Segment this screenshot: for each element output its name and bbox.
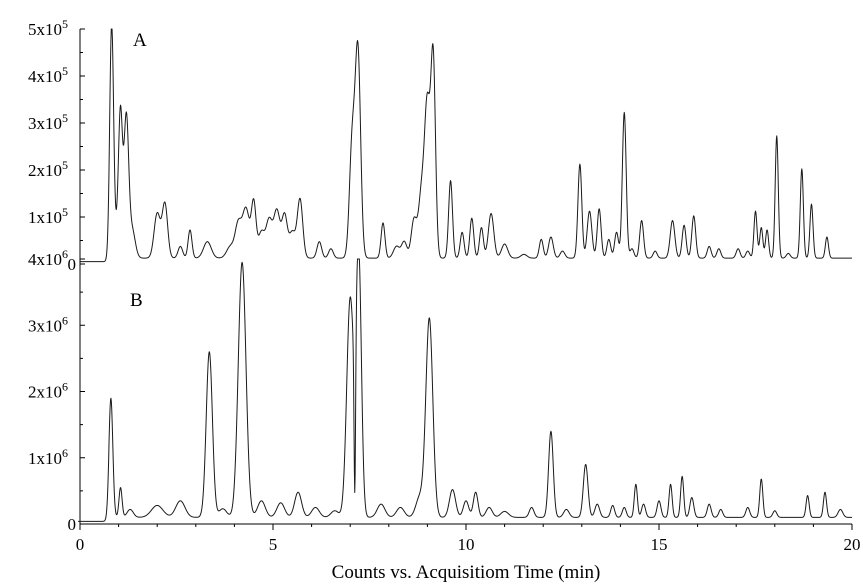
chromatogram-trace-a	[79, 28, 853, 263]
panel-a-chart: A 0 1x105 2x105 3x105 4x105 5x105	[28, 17, 853, 274]
y-tick-label: 0	[68, 255, 77, 274]
x-tick-label: 20	[844, 535, 861, 554]
panel-a-label: A	[133, 30, 147, 51]
y-tick-label: 3x105	[28, 111, 68, 133]
y-tick-label: 4x105	[28, 64, 68, 86]
y-tick-label: 3x106	[28, 313, 68, 335]
y-tick-label: 4x106	[28, 247, 68, 269]
x-tick-label: 5	[269, 535, 278, 554]
x-axis-title: Counts vs. Acquisitiom Time (min)	[332, 562, 601, 583]
y-tick-label: 1x105	[28, 205, 68, 227]
x-tick-label: 15	[651, 535, 668, 554]
panel-b-label: B	[130, 290, 143, 311]
y-tick-label: 0	[68, 515, 77, 534]
y-tick-label: 2x106	[28, 380, 68, 402]
chromatogram-trace-b	[77, 258, 853, 522]
y-tick-label: 2x105	[28, 158, 68, 180]
x-tick-label: 10	[458, 535, 475, 554]
y-tick-label: 5x105	[28, 17, 68, 39]
y-tick-label: 1x106	[28, 446, 68, 468]
x-tick-label: 0	[76, 535, 85, 554]
